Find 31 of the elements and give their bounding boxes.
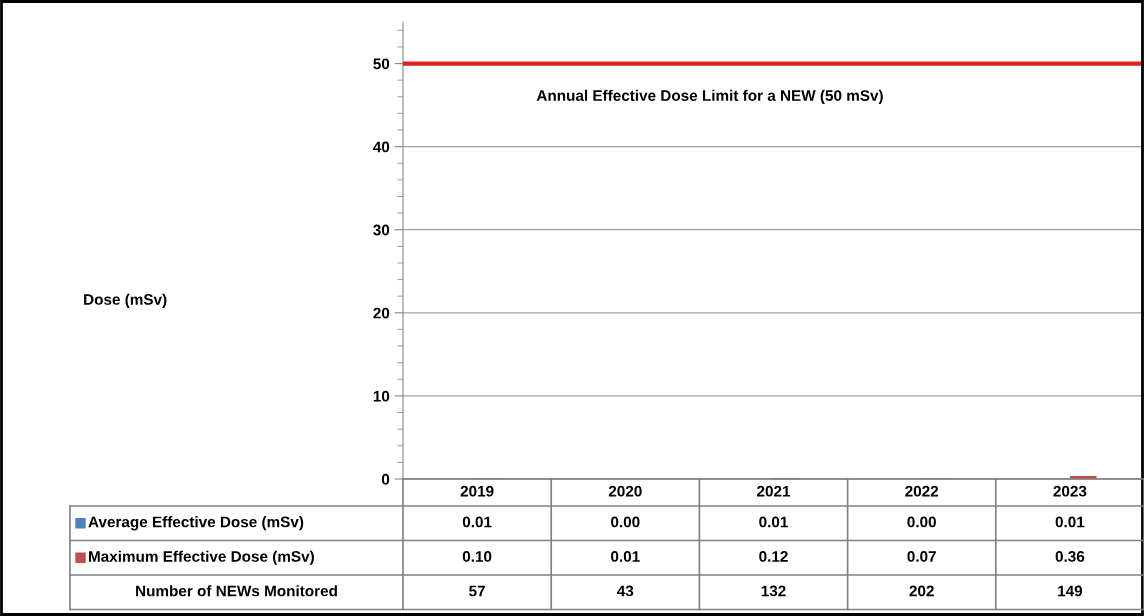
- data-label: 0.01: [1055, 516, 1085, 528]
- data-label: 0.01: [611, 551, 640, 562]
- data-label: 0.10: [462, 551, 492, 562]
- data-label: 0.12: [759, 551, 788, 562]
- x-tick-label: 2021: [757, 485, 791, 497]
- y-tick-label: 20: [373, 307, 390, 319]
- data-label: 0.07: [907, 551, 936, 562]
- legend-label: Maximum Effective Dose (mSv): [89, 550, 314, 565]
- x-tick-label: 2019: [460, 485, 494, 497]
- data-label: 0.00: [907, 516, 936, 528]
- data-label: 0.01: [462, 516, 492, 528]
- text: 149: [1058, 585, 1083, 597]
- y-tick-label: 30: [373, 224, 390, 236]
- ref-line-label: Annual Effective Dose Limit for a NEW (50 mSv): [536, 89, 883, 104]
- y-tick-label: 10: [373, 390, 390, 402]
- legend-label: Average Effective Dose (mSv): [88, 516, 304, 531]
- text: Dose (mSv): [84, 293, 167, 308]
- x-tick-label: 2020: [608, 485, 642, 497]
- data-label: 0.01: [759, 516, 788, 528]
- y-tick-label: 40: [373, 141, 390, 153]
- text: Number of NEWs Monitored: [136, 585, 337, 597]
- text: 43: [617, 585, 634, 597]
- x-tick-label: 2022: [905, 485, 939, 497]
- text: 57: [469, 585, 485, 597]
- text: 202: [909, 585, 934, 597]
- y-tick-label: 0: [381, 473, 390, 485]
- x-tick-label: 2023: [1053, 485, 1087, 497]
- data-label: 0.36: [1055, 551, 1085, 562]
- y-tick-label: 50: [373, 58, 390, 70]
- data-label: 0.00: [611, 516, 640, 528]
- text: 132: [761, 585, 786, 597]
